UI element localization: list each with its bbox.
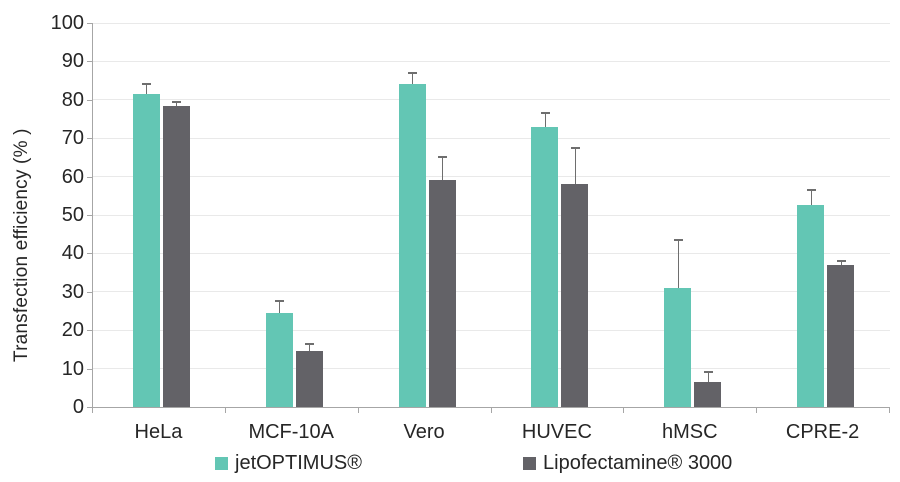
bar <box>428 180 456 407</box>
y-tick-mark <box>87 291 92 293</box>
gridline <box>93 176 890 178</box>
y-tick-label: 100 <box>50 12 84 34</box>
legend: jetOPTIMUS® Lipofectamine® 3000 <box>0 452 900 476</box>
error-bar-line <box>707 372 709 383</box>
error-bar-cap <box>438 156 448 159</box>
x-tick-mark <box>92 408 93 413</box>
error-bar-cap <box>142 83 152 86</box>
error-bar-line <box>574 147 576 185</box>
x-category-label: HeLa <box>134 421 183 443</box>
gridline <box>93 252 890 254</box>
error-bar-line <box>544 113 546 127</box>
bar <box>694 382 722 407</box>
legend-label: Lipofectamine® 3000 <box>543 452 733 474</box>
error-bar-line <box>309 343 311 352</box>
y-tick-label: 80 <box>61 88 84 111</box>
gridline <box>93 214 890 216</box>
y-tick-mark <box>87 23 92 24</box>
bar <box>561 184 589 407</box>
y-tick-label: 40 <box>61 242 84 265</box>
legend-item: jetOPTIMUS® <box>215 452 362 474</box>
x-tick-mark <box>357 408 359 413</box>
x-category-label: Vero <box>403 421 445 443</box>
y-tick-mark <box>87 368 92 370</box>
y-tick-mark <box>87 407 92 408</box>
y-tick-label: 10 <box>61 357 84 380</box>
error-bar-line <box>840 261 842 265</box>
y-tick-label: 90 <box>61 50 84 73</box>
y-tick-label: 70 <box>61 127 84 150</box>
error-bar-cap <box>806 189 816 192</box>
y-tick-mark <box>87 330 92 332</box>
legend-swatch <box>215 456 228 470</box>
error-bar-line <box>442 157 444 181</box>
error-bar-line <box>810 190 812 206</box>
bar <box>132 94 160 407</box>
gridline <box>93 22 890 24</box>
y-tick-label: 20 <box>61 319 84 342</box>
bar <box>827 264 855 407</box>
error-bar-line <box>279 301 281 313</box>
error-bar-cap <box>305 342 315 345</box>
gridline <box>93 99 890 101</box>
y-tick-mark <box>87 253 92 255</box>
error-bar-cap <box>408 71 418 74</box>
bar <box>531 126 559 407</box>
legend-swatch <box>523 456 536 470</box>
error-bar-cap <box>570 146 580 149</box>
error-bar-line <box>677 239 679 288</box>
error-bar-cap <box>540 112 550 115</box>
gridline <box>93 60 890 62</box>
gridline <box>93 137 890 139</box>
legend-label: jetOPTIMUS® <box>235 452 362 474</box>
bar <box>295 351 323 407</box>
y-tick-mark <box>87 138 92 140</box>
plot-area <box>92 22 890 408</box>
y-tick-label: 60 <box>61 165 84 188</box>
bar <box>162 105 190 407</box>
error-bar-cap <box>836 260 846 263</box>
error-bar-line <box>412 72 414 85</box>
x-tick-mark <box>490 408 492 413</box>
y-tick-label: 0 <box>72 396 84 418</box>
x-category-label: MCF-10A <box>248 421 335 443</box>
bar <box>398 84 426 407</box>
y-tick-mark <box>87 61 92 63</box>
x-category-label: CPRE-2 <box>785 421 860 443</box>
error-bar-cap <box>673 238 683 241</box>
bar <box>265 312 293 407</box>
y-tick-mark <box>87 99 92 101</box>
x-tick-mark <box>889 408 890 413</box>
gridline <box>93 368 890 370</box>
error-bar-cap <box>172 100 182 103</box>
x-tick-mark <box>623 408 625 413</box>
y-tick-mark <box>87 215 92 216</box>
y-tick-label: 30 <box>61 280 84 303</box>
legend-item: Lipofectamine® 3000 <box>523 452 732 474</box>
x-category-label: hMSC <box>661 421 718 443</box>
x-tick-mark <box>756 408 758 413</box>
error-bar-line <box>146 84 148 95</box>
error-bar-cap <box>703 371 713 374</box>
error-bar-line <box>176 101 178 106</box>
gridline <box>93 291 890 293</box>
x-category-label: HUVEC <box>521 421 592 443</box>
bar <box>664 287 692 407</box>
error-bar-cap <box>275 300 285 303</box>
y-tick-mark <box>87 176 92 178</box>
x-tick-mark <box>224 408 226 413</box>
y-tick-label: 50 <box>61 204 84 226</box>
gridline <box>93 329 890 331</box>
bar <box>797 205 825 407</box>
